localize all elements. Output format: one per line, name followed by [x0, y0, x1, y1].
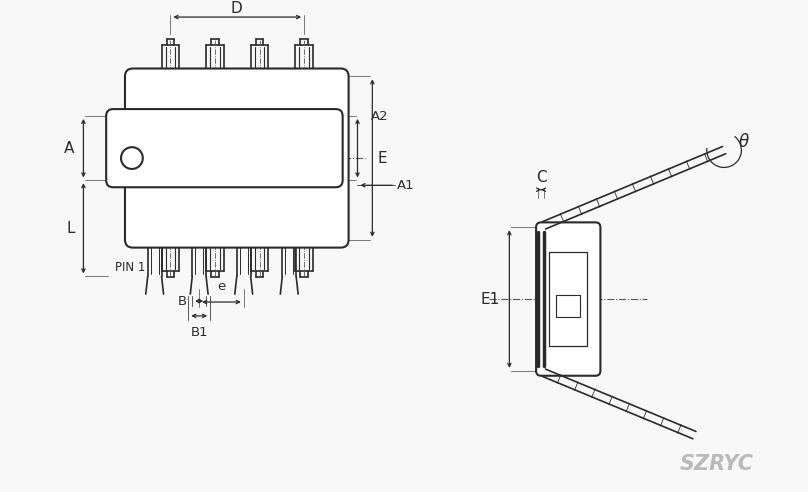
- Text: B1: B1: [191, 326, 208, 339]
- Text: E1: E1: [480, 292, 499, 307]
- Text: e: e: [217, 280, 225, 293]
- Text: E: E: [377, 151, 387, 166]
- Text: D: D: [231, 0, 242, 16]
- FancyBboxPatch shape: [106, 109, 343, 187]
- Text: A2: A2: [372, 110, 389, 123]
- Text: SZRYC: SZRYC: [680, 454, 754, 474]
- Text: A1: A1: [397, 179, 415, 192]
- Text: θ: θ: [739, 133, 749, 151]
- Bar: [557, 295, 580, 317]
- Text: PIN 1: PIN 1: [115, 261, 145, 275]
- Bar: [549, 252, 587, 346]
- FancyBboxPatch shape: [125, 68, 348, 247]
- Text: L: L: [66, 221, 74, 236]
- Text: C: C: [536, 170, 546, 185]
- Text: A: A: [64, 141, 74, 155]
- Text: B: B: [179, 295, 187, 308]
- FancyBboxPatch shape: [536, 222, 600, 376]
